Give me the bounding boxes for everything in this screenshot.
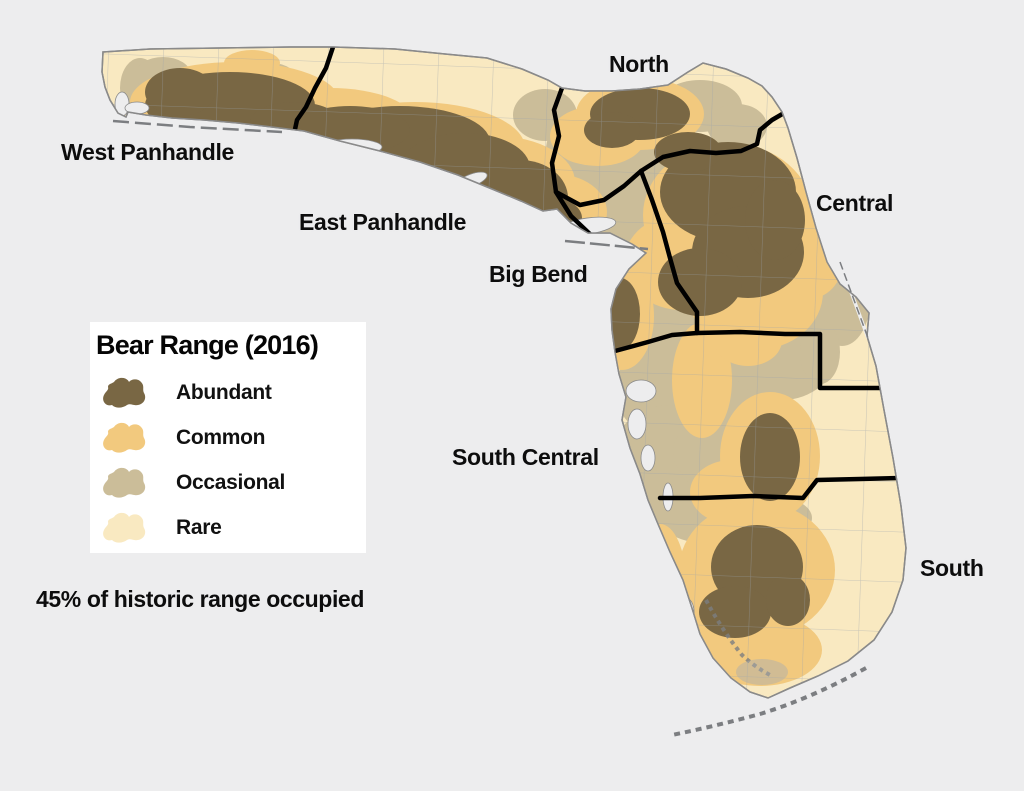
occasional-swatch-icon — [103, 468, 146, 498]
legend-item-occasional: Occasional — [96, 461, 358, 506]
legend-item-common: Common — [96, 416, 358, 461]
region-label-north: North — [609, 51, 669, 77]
region-label-east-panhandle: East Panhandle — [299, 209, 467, 235]
florida-keys — [671, 666, 867, 737]
region-label-south: South — [920, 555, 984, 581]
legend-title: Bear Range (2016) — [96, 330, 319, 360]
region-label-west-panhandle: West Panhandle — [61, 139, 235, 165]
legend-item-abundant: Abundant — [96, 371, 358, 416]
region-label-central: Central — [816, 190, 894, 216]
region-label-south-central: South Central — [452, 444, 599, 470]
legend-label-rare: Rare — [176, 516, 222, 540]
common-swatch-icon — [103, 423, 146, 453]
abundant-swatch-icon — [103, 378, 146, 408]
rare-swatch-icon — [103, 513, 146, 543]
coastline — [101, 46, 907, 699]
legend-label-common: Common — [176, 426, 266, 450]
legend-label-abundant: Abundant — [176, 381, 272, 405]
legend-item-rare: Rare — [96, 506, 358, 551]
cape-sable-marsh — [736, 659, 788, 685]
historic-range-annotation: 45% of historic range occupied — [36, 586, 364, 612]
legend: Bear Range (2016) Abundant Common Occasi… — [90, 322, 366, 553]
legend-label-occasional: Occasional — [176, 471, 286, 495]
region-label-big-bend: Big Bend — [489, 261, 588, 287]
barrier-islands — [112, 119, 869, 737]
everglades-coast — [704, 599, 773, 678]
